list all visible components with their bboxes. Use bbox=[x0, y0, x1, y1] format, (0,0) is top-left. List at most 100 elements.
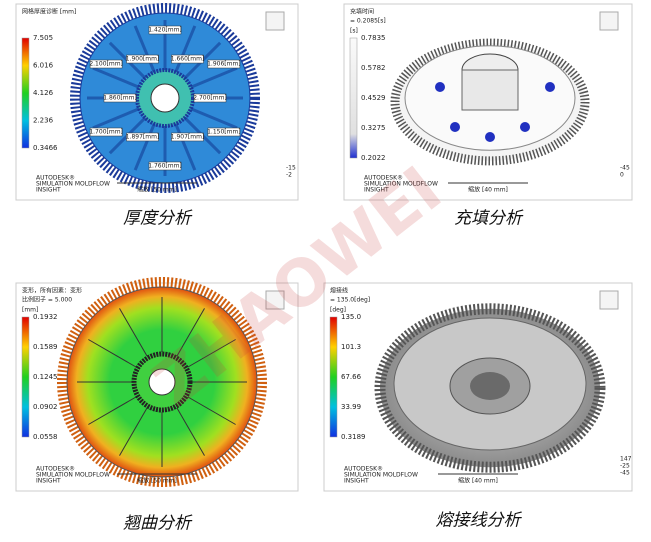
callout-box bbox=[171, 54, 204, 64]
spoke bbox=[92, 107, 140, 130]
view-cube bbox=[599, 11, 619, 31]
legend-bar bbox=[329, 316, 338, 438]
panel: 充填时间 = 0.2085[s] [s]0.7835 0.5782 0.4529 0.32… bbox=[343, 3, 633, 201]
legend-unit: [s] bbox=[350, 28, 358, 35]
caption: 熔接线分析 bbox=[436, 511, 523, 531]
bore bbox=[148, 368, 176, 396]
legend-value: 0.4529 bbox=[361, 94, 386, 102]
panel: 网格厚度诊断 [mm] 7.505 6.016 4.126 2.236 0.3466 1.4… bbox=[15, 3, 299, 201]
gate bbox=[450, 122, 460, 132]
callout-label: 1.760[mm] bbox=[148, 163, 182, 170]
triad-label: -45 bbox=[620, 470, 630, 477]
callout-box bbox=[126, 54, 159, 64]
legend-value: 135.0 bbox=[341, 313, 361, 321]
callout-label: 2.100[mm] bbox=[89, 61, 123, 68]
scale-label: 缩放 [50 mm] bbox=[137, 477, 177, 485]
spoke bbox=[133, 25, 156, 73]
callout-label: 1.860[mm] bbox=[103, 95, 137, 102]
legend-value: 0.0902 bbox=[33, 403, 58, 411]
callout-box bbox=[207, 127, 241, 137]
callout-label: 1.700[mm] bbox=[89, 129, 123, 136]
callout-box bbox=[103, 93, 137, 103]
legend-value: 0.1245 bbox=[33, 373, 58, 381]
spoke bbox=[190, 66, 238, 89]
triad-label: -25 bbox=[620, 463, 630, 470]
brand: AUTODESK® bbox=[36, 466, 75, 473]
panel-title: 网格厚度诊断 [mm] bbox=[22, 8, 76, 16]
brand: SIMULATION MOLDFLOW bbox=[36, 181, 110, 188]
callout-box bbox=[207, 59, 241, 69]
spoke bbox=[174, 123, 197, 171]
callout-label: 2.700[mm] bbox=[193, 95, 227, 102]
view-cube bbox=[599, 290, 619, 310]
brand: SIMULATION MOLDFLOW bbox=[36, 472, 110, 479]
callout-box bbox=[89, 127, 123, 137]
panel-title: 充填时间 bbox=[350, 8, 374, 16]
rib bbox=[88, 339, 137, 368]
brand: INSIGHT bbox=[36, 187, 61, 194]
gate bbox=[545, 82, 555, 92]
callout-label: 1.660[mm] bbox=[171, 56, 205, 63]
spoke bbox=[92, 66, 140, 89]
gear-teeth bbox=[70, 3, 260, 193]
legend-value: 0.3275 bbox=[361, 124, 386, 132]
callout-label: 1.897[mm] bbox=[126, 133, 160, 140]
callout-box bbox=[148, 25, 182, 35]
legend-value: 33.99 bbox=[341, 403, 361, 411]
rib bbox=[119, 407, 148, 456]
view-cube bbox=[265, 290, 285, 310]
legend-value: 0.1932 bbox=[33, 313, 58, 321]
legend-value: 6.016 bbox=[33, 62, 54, 70]
callout-label: 1.900[mm] bbox=[126, 56, 160, 63]
legend-value: 2.236 bbox=[33, 117, 54, 125]
callout-label: 1.420[mm] bbox=[148, 27, 182, 34]
legend-value: 101.3 bbox=[341, 343, 361, 351]
brand: SIMULATION MOLDFLOW bbox=[344, 472, 418, 479]
legend-value: 0.2022 bbox=[361, 154, 386, 162]
legend-value: 0.3189 bbox=[341, 433, 366, 441]
gate bbox=[485, 132, 495, 142]
callout-label: 1.150[mm] bbox=[207, 129, 241, 136]
panel: 熔接线 = 135.0[deg] [deg]135.0 101.3 67.66 33.99… bbox=[323, 282, 633, 492]
rib bbox=[88, 396, 137, 425]
callout-box bbox=[171, 132, 204, 142]
panel-title: 比例因子 = 5.000 bbox=[22, 296, 72, 304]
bore bbox=[470, 372, 510, 400]
legend-value: 0.3466 bbox=[33, 144, 58, 152]
panel-title: = 0.2085[s] bbox=[350, 18, 386, 25]
caption: 厚度分析 bbox=[123, 209, 193, 229]
brand: SIMULATION MOLDFLOW bbox=[364, 181, 438, 188]
brand: INSIGHT bbox=[36, 478, 61, 485]
legend-bar bbox=[349, 37, 358, 159]
callout-box bbox=[89, 59, 123, 69]
spoke bbox=[190, 107, 238, 130]
legend-value: 0.5782 bbox=[361, 64, 386, 72]
triad-label: -45 bbox=[620, 165, 630, 172]
legend-unit: [mm] bbox=[22, 307, 38, 314]
legend-bar bbox=[21, 316, 30, 438]
panel-title: 熔接线 bbox=[330, 287, 348, 295]
brand: INSIGHT bbox=[344, 478, 369, 485]
callout-box bbox=[126, 132, 159, 142]
triad-label: -15 bbox=[286, 165, 296, 172]
spoke bbox=[174, 25, 197, 73]
brand: AUTODESK® bbox=[364, 175, 403, 182]
brand: INSIGHT bbox=[364, 187, 389, 194]
gear-teeth bbox=[57, 277, 267, 487]
view-cube bbox=[265, 11, 285, 31]
rib bbox=[176, 407, 205, 456]
legend-unit: [deg] bbox=[330, 307, 346, 314]
rib bbox=[119, 308, 148, 357]
legend-value: 7.505 bbox=[33, 34, 53, 42]
panel-title: = 135.0[deg] bbox=[330, 297, 370, 304]
callout-label: 1.906[mm] bbox=[207, 61, 241, 68]
triad-label: 0 bbox=[620, 172, 624, 179]
spoke bbox=[133, 123, 156, 171]
brand: AUTODESK® bbox=[344, 466, 383, 473]
triad-label: -2 bbox=[286, 172, 292, 179]
caption: 充填分析 bbox=[454, 209, 524, 229]
caption: 翘曲分析 bbox=[123, 514, 193, 534]
legend-value: 0.0558 bbox=[33, 433, 58, 441]
